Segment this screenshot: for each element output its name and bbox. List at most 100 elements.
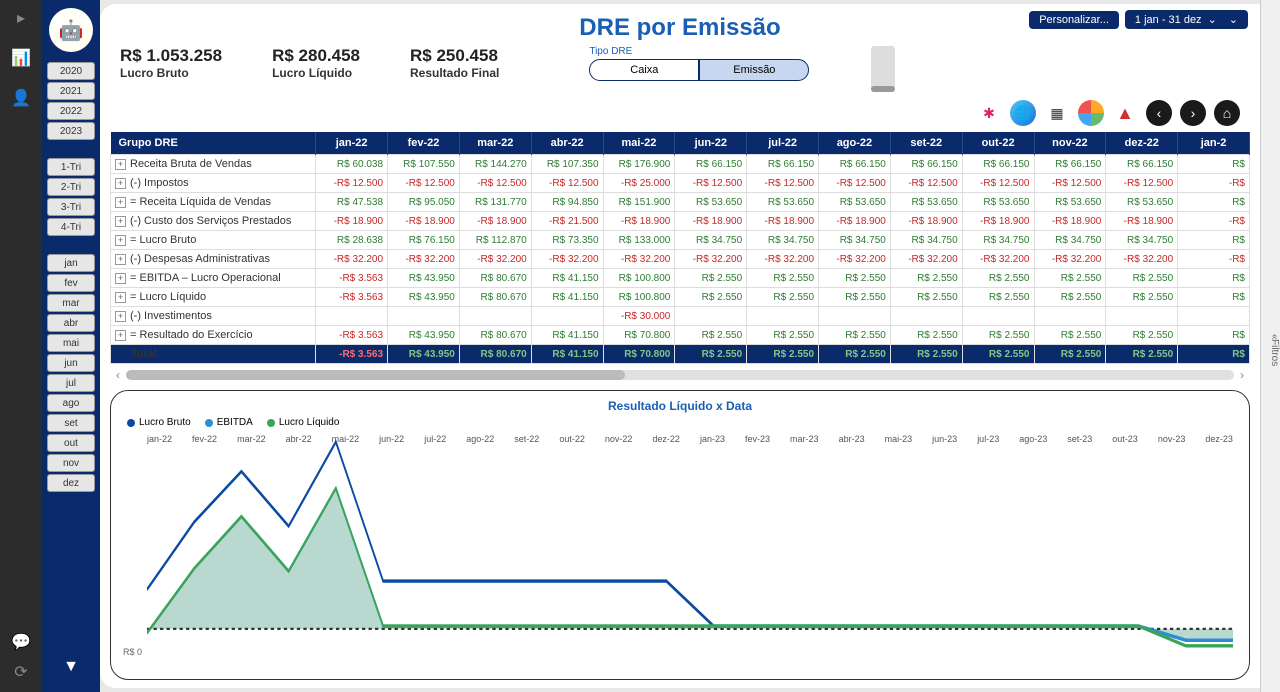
col-header: jan-2 bbox=[1178, 132, 1250, 155]
table-row: += EBITDA – Lucro Operacional-R$ 3.563R$… bbox=[111, 269, 1250, 288]
month-btn-out[interactable]: out bbox=[47, 434, 95, 452]
cell: -R$ 12.500 bbox=[1106, 174, 1178, 193]
kpi-block: R$ 280.458Lucro Líquido bbox=[272, 46, 360, 80]
expand-icon[interactable]: + bbox=[115, 197, 126, 208]
horizontal-scrollbar[interactable]: ‹ › bbox=[100, 364, 1260, 386]
table-row: +(-) Despesas Administrativas-R$ 32.200-… bbox=[111, 250, 1250, 269]
legend-item: Lucro Líquido bbox=[267, 417, 340, 428]
cell: -R$ 3.563 bbox=[316, 269, 388, 288]
kpi-block: R$ 1.053.258Lucro Bruto bbox=[120, 46, 222, 80]
next-icon[interactable]: › bbox=[1180, 100, 1206, 126]
cell: -R$ 18.900 bbox=[675, 212, 747, 231]
filters-strip[interactable]: « Filtros bbox=[1260, 0, 1280, 692]
cell: R$ 66.150 bbox=[890, 155, 962, 174]
year-btn-2020[interactable]: 2020 bbox=[47, 62, 95, 80]
prev-icon[interactable]: ‹ bbox=[1146, 100, 1172, 126]
month-btn-mar[interactable]: mar bbox=[47, 294, 95, 312]
cell: R$ 41.150 bbox=[531, 288, 603, 307]
expand-icon[interactable]: + bbox=[115, 273, 126, 284]
month-btn-jun[interactable]: jun bbox=[47, 354, 95, 372]
quarter-btn-2-tri[interactable]: 2-Tri bbox=[47, 178, 95, 196]
filter-sidebar: 🤖 2020202120222023 1-Tri2-Tri3-Tri4-Tri … bbox=[42, 0, 100, 692]
year-btn-2021[interactable]: 2021 bbox=[47, 82, 95, 100]
cell: R$ 34.750 bbox=[819, 231, 891, 250]
month-btn-ago[interactable]: ago bbox=[47, 394, 95, 412]
cell: R$ 151.900 bbox=[603, 193, 675, 212]
col-header: nov-22 bbox=[1034, 132, 1106, 155]
kpi-value: R$ 280.458 bbox=[272, 46, 360, 66]
month-btn-mai[interactable]: mai bbox=[47, 334, 95, 352]
cell: -R$ 18.900 bbox=[388, 212, 460, 231]
quarter-btn-1-tri[interactable]: 1-Tri bbox=[47, 158, 95, 176]
result-chart: Resultado Líquido x Data Lucro BrutoEBIT… bbox=[110, 390, 1250, 680]
month-btn-nov[interactable]: nov bbox=[47, 454, 95, 472]
cell: R$ 2.550 bbox=[890, 269, 962, 288]
cell bbox=[316, 307, 388, 326]
scroll-right-icon[interactable]: › bbox=[1240, 368, 1244, 382]
cell: -R$ 32.200 bbox=[388, 250, 460, 269]
cell: -R$ 18.900 bbox=[603, 212, 675, 231]
cell: R$ 2.550 bbox=[819, 288, 891, 307]
col-header: jul-22 bbox=[747, 132, 819, 155]
home-icon[interactable]: ⌂ bbox=[1214, 100, 1240, 126]
cell: R$ 131.770 bbox=[459, 193, 531, 212]
expand-icon[interactable]: + bbox=[115, 311, 126, 322]
filter-icon[interactable]: ▼ bbox=[63, 658, 79, 676]
col-header: dez-22 bbox=[1106, 132, 1178, 155]
month-btn-dez[interactable]: dez bbox=[47, 474, 95, 492]
network-icon[interactable]: ✱ bbox=[976, 100, 1002, 126]
cell bbox=[1178, 307, 1250, 326]
expand-icon[interactable]: + bbox=[115, 178, 126, 189]
calendar-icon[interactable]: ▦ bbox=[1044, 100, 1070, 126]
expand-icon[interactable]: ▸ bbox=[17, 8, 25, 28]
cell: -R$ 32.200 bbox=[747, 250, 819, 269]
cell bbox=[388, 307, 460, 326]
personalize-button[interactable]: Personalizar... bbox=[1029, 11, 1119, 29]
cell: -R$ bbox=[1178, 174, 1250, 193]
cell: R$ 34.750 bbox=[675, 231, 747, 250]
year-btn-2022[interactable]: 2022 bbox=[47, 102, 95, 120]
month-btn-set[interactable]: set bbox=[47, 414, 95, 432]
expand-icon[interactable]: + bbox=[115, 292, 126, 303]
toggle-emissao[interactable]: Emissão bbox=[699, 59, 809, 81]
expand-icon[interactable]: + bbox=[115, 254, 126, 265]
cell: R$ 80.670 bbox=[459, 269, 531, 288]
col-header: mar-22 bbox=[459, 132, 531, 155]
globe-icon[interactable]: 🌐 bbox=[1010, 100, 1036, 126]
y-axis-label: R$ 0 bbox=[123, 647, 142, 657]
cell: -R$ 3.563 bbox=[316, 288, 388, 307]
zoom-slider[interactable] bbox=[871, 46, 895, 92]
user-icon[interactable]: 👤 bbox=[11, 88, 31, 108]
cell: -R$ 12.500 bbox=[1034, 174, 1106, 193]
cell: R$ 2.550 bbox=[675, 326, 747, 345]
year-btn-2023[interactable]: 2023 bbox=[47, 122, 95, 140]
cell: -R$ 32.200 bbox=[603, 250, 675, 269]
date-range-button[interactable]: 1 jan - 31 dez ⌄⌄ bbox=[1125, 10, 1248, 29]
chat-icon[interactable]: 💬 bbox=[11, 632, 31, 652]
cell: R$ 2.550 bbox=[819, 326, 891, 345]
expand-icon[interactable]: + bbox=[115, 159, 126, 170]
expand-icon[interactable]: + bbox=[115, 330, 126, 341]
sync-icon[interactable]: ⟳ bbox=[14, 662, 27, 682]
cell: -R$ 12.500 bbox=[675, 174, 747, 193]
dre-table: Grupo DREjan-22fev-22mar-22abr-22mai-22j… bbox=[110, 132, 1250, 364]
col-header: out-22 bbox=[962, 132, 1034, 155]
expand-icon[interactable]: + bbox=[115, 235, 126, 246]
donut-icon[interactable] bbox=[1078, 100, 1104, 126]
month-btn-jul[interactable]: jul bbox=[47, 374, 95, 392]
warning-icon[interactable]: ▲ bbox=[1112, 100, 1138, 126]
quarter-btn-4-tri[interactable]: 4-Tri bbox=[47, 218, 95, 236]
month-btn-abr[interactable]: abr bbox=[47, 314, 95, 332]
month-btn-jan[interactable]: jan bbox=[47, 254, 95, 272]
chart-icon[interactable]: 📊 bbox=[11, 48, 31, 68]
scroll-left-icon[interactable]: ‹ bbox=[116, 368, 120, 382]
cell: R$ 66.150 bbox=[962, 155, 1034, 174]
quarter-btn-3-tri[interactable]: 3-Tri bbox=[47, 198, 95, 216]
expand-icon[interactable]: + bbox=[115, 216, 126, 227]
cell: R$ 53.650 bbox=[819, 193, 891, 212]
toggle-caixa[interactable]: Caixa bbox=[589, 59, 699, 81]
cell: R$ 41.150 bbox=[531, 326, 603, 345]
col-header: fev-22 bbox=[388, 132, 460, 155]
month-btn-fev[interactable]: fev bbox=[47, 274, 95, 292]
cell: R$ 34.750 bbox=[962, 231, 1034, 250]
